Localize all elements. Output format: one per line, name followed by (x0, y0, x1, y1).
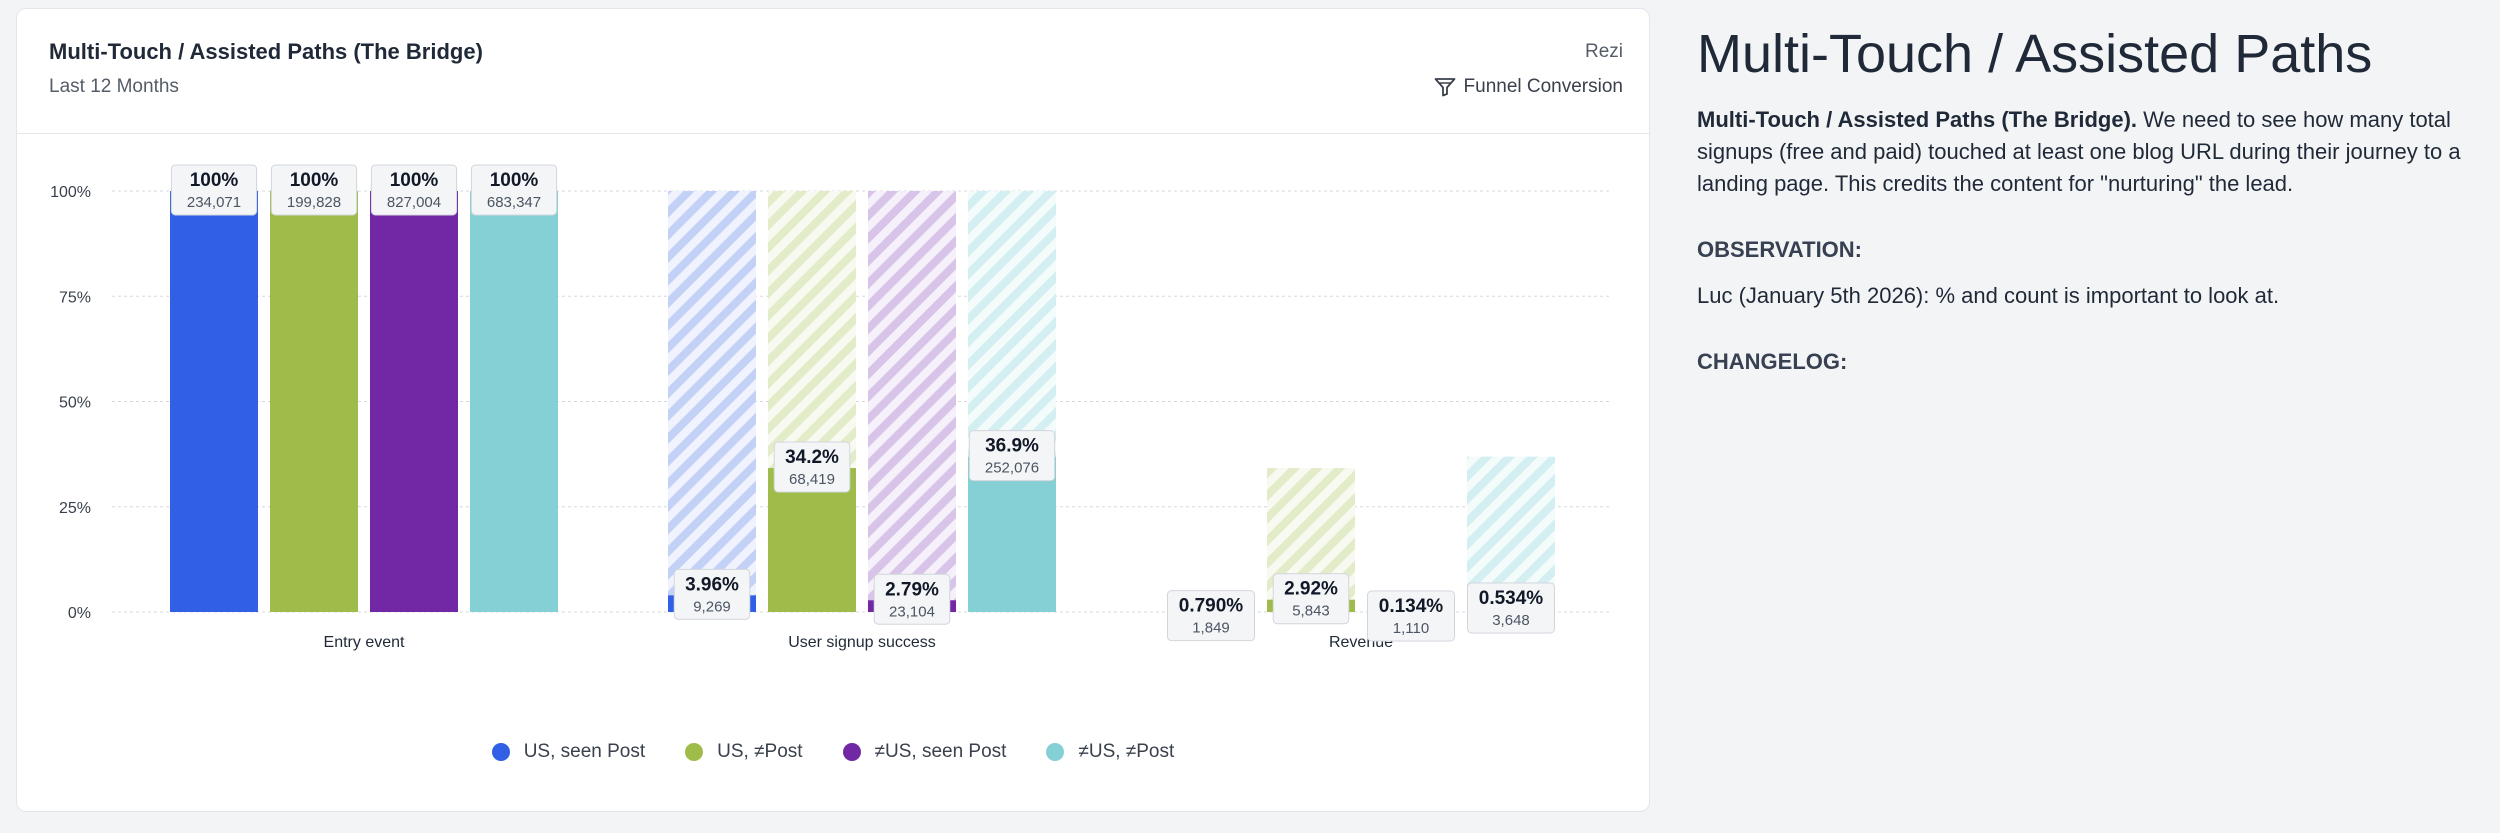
y-tick-label: 0% (68, 605, 91, 622)
notes-lead-bold: Multi-Touch / Assisted Paths (The Bridge… (1697, 107, 2138, 132)
card-header: Multi-Touch / Assisted Paths (The Bridge… (17, 9, 1649, 134)
data-label-count: 9,269 (693, 598, 731, 615)
data-label-box (1272, 573, 1350, 625)
data-label-count: 234,071 (187, 194, 241, 211)
data-label-box (873, 573, 951, 625)
y-tick-label: 75% (59, 289, 91, 306)
data-label-percent: 34.2% (785, 447, 839, 468)
funnel-icon (1434, 78, 1455, 97)
data-label-box (773, 441, 851, 493)
legend-dot-icon (1046, 743, 1065, 761)
data-label-count: 683,347 (487, 194, 541, 211)
data-label-box (968, 430, 1056, 482)
y-tick-label: 25% (59, 500, 91, 517)
observation-text: Luc (January 5th 2026): % and count is i… (1697, 283, 2280, 308)
data-label-percent: 0.134% (1379, 596, 1444, 617)
notes-heading: Multi-Touch / Assisted Paths (1697, 24, 2373, 84)
legend-item-not-us-seen-post[interactable]: ≠US, seen Post (842, 741, 1007, 763)
data-label-box (170, 164, 258, 216)
legend-label: ≠US, ≠Post (1078, 741, 1175, 762)
data-label-count: 199,828 (287, 194, 341, 211)
data-label-percent: 100% (290, 170, 339, 191)
legend-dot-icon (842, 743, 861, 761)
data-label-count: 827,004 (387, 194, 441, 211)
dropoff-bar-not-us-not-post (968, 191, 1056, 457)
legend-label: US, seen Post (523, 741, 646, 762)
data-label-count: 1,110 (1393, 620, 1429, 637)
data-label-percent: 2.92% (1284, 579, 1338, 600)
funnel-chart: 0% 25% 50% 75% 100% Entry event User signup su… (50, 164, 1612, 651)
data-label-count: 68,419 (789, 471, 835, 488)
data-label-box (470, 164, 558, 216)
observation-label: OBSERVATION: (1697, 237, 1863, 262)
data-label-percent: 0.790% (1179, 596, 1244, 617)
data-label-box (1467, 582, 1555, 634)
chart-legend: US, seen Post US, ≠Post ≠US, seen Post ≠US,… (17, 741, 1649, 763)
dropoff-bar-not-us-seen-post (868, 191, 956, 601)
data-label-box (270, 164, 358, 216)
dropoff-bar-us-seen-post (668, 191, 756, 596)
y-tick-label: 100% (50, 184, 91, 201)
owner-label: Rezi (1584, 41, 1623, 62)
chart-card: Multi-Touch / Assisted Paths (The Bridge… (16, 8, 1650, 812)
legend-dot-icon (491, 743, 510, 761)
date-range-label[interactable]: Last 12 Months (49, 76, 179, 97)
notes-description: Multi-Touch / Assisted Paths (The Bridge… (1697, 104, 2487, 200)
metric-label: Funnel Conversion (1463, 76, 1623, 97)
data-label-count: 5,843 (1292, 603, 1330, 620)
legend-item-not-us-not-post[interactable]: ≠US, ≠Post (1046, 741, 1174, 763)
notes-panel: Multi-Touch / Assisted Paths Multi-Touch… (1697, 18, 2487, 378)
data-label-percent: 36.9% (985, 436, 1039, 457)
data-label-percent: 3.96% (685, 574, 739, 595)
data-label-percent: 100% (490, 170, 539, 191)
bar-us-seen-post (170, 191, 258, 612)
data-label-percent: 100% (190, 170, 239, 191)
x-tick-label: Entry event (324, 634, 405, 651)
legend-dot-icon (685, 743, 704, 761)
dropoff-bar-us-not-post (768, 191, 856, 469)
data-label-percent: 100% (390, 170, 439, 191)
data-label-percent: 0.534% (1479, 588, 1544, 609)
bar-not-us-seen-post (370, 191, 458, 612)
data-label-count: 23,104 (889, 603, 935, 620)
data-label-percent: 2.79% (885, 579, 939, 600)
legend-item-us-not-post[interactable]: US, ≠Post (685, 741, 803, 763)
bar-not-us-not-post (470, 191, 558, 612)
data-label-count: 1,849 (1192, 620, 1230, 637)
legend-label: US, ≠Post (717, 741, 803, 762)
data-label-count: 3,648 (1492, 612, 1530, 629)
y-tick-label: 50% (59, 395, 91, 412)
notes-lead-text: We need to see how many total signups (f… (1697, 107, 2461, 196)
changelog-label: CHANGELOG: (1697, 349, 1848, 374)
data-label-box (370, 164, 458, 216)
data-label-box (1167, 590, 1255, 642)
data-label-count: 252,076 (985, 460, 1039, 477)
bar-us-not-post (270, 191, 358, 612)
metric-selector[interactable]: Funnel Conversion (1434, 76, 1623, 98)
chart-title[interactable]: Multi-Touch / Assisted Paths (The Bridge… (49, 39, 483, 64)
x-tick-label: User signup success (788, 634, 936, 651)
data-label-box (673, 568, 751, 620)
data-label-box (1367, 590, 1455, 642)
legend-label: ≠US, seen Post (874, 741, 1007, 762)
legend-item-us-seen-post[interactable]: US, seen Post (491, 741, 646, 763)
bar-not-us-not-post (968, 456, 1056, 612)
